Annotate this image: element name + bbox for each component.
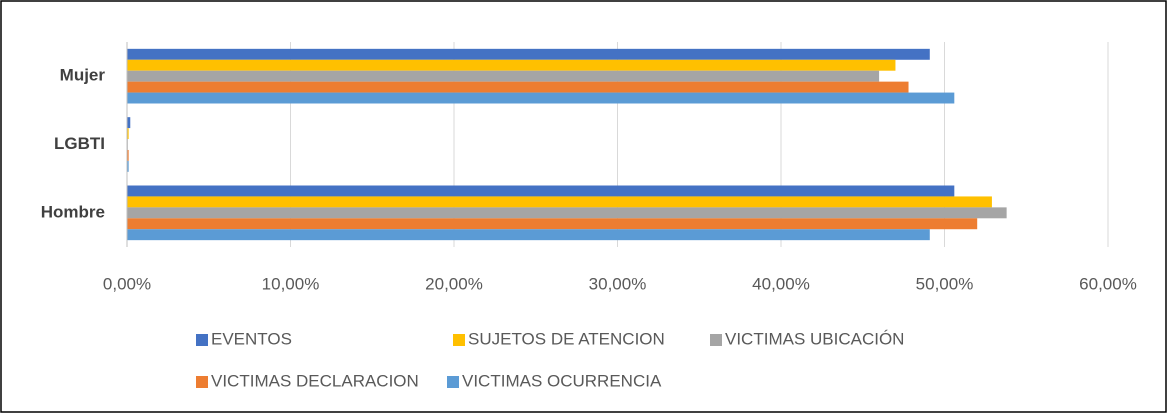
bar [127, 92, 955, 104]
legend-label: EVENTOS [211, 329, 292, 348]
legend-swatch [196, 376, 208, 388]
x-tick-label: 30,00% [589, 274, 647, 293]
bar [127, 128, 129, 140]
bar [127, 160, 129, 172]
legend-label: VICTIMAS DECLARACION [211, 371, 419, 390]
legend-label: VICTIMAS UBICACIÓN [725, 329, 904, 348]
legend-label: SUJETOS DE ATENCION [468, 329, 665, 348]
x-tick-label: 10,00% [262, 274, 320, 293]
x-tick-label: 0,00% [103, 274, 151, 293]
legend-swatch [196, 334, 208, 346]
bar [127, 70, 880, 82]
category-label: Hombre [41, 202, 105, 221]
bar [127, 218, 978, 230]
bar [127, 59, 896, 71]
legend-swatch [447, 376, 459, 388]
legend-label: VICTIMAS OCURRENCIA [462, 371, 662, 390]
bar [127, 81, 909, 93]
bar [127, 196, 992, 208]
bar [127, 185, 955, 197]
legend-swatch [453, 334, 465, 346]
x-tick-label: 60,00% [1079, 274, 1137, 293]
bar [127, 229, 930, 241]
x-tick-label: 20,00% [425, 274, 483, 293]
bar [127, 117, 131, 129]
category-label: Mujer [60, 66, 106, 85]
bar [127, 48, 930, 60]
bar [127, 207, 1007, 219]
legend-swatch [710, 334, 722, 346]
category-label: LGBTI [54, 134, 105, 153]
bar [127, 149, 129, 161]
x-tick-label: 50,00% [916, 274, 974, 293]
x-tick-label: 40,00% [752, 274, 810, 293]
